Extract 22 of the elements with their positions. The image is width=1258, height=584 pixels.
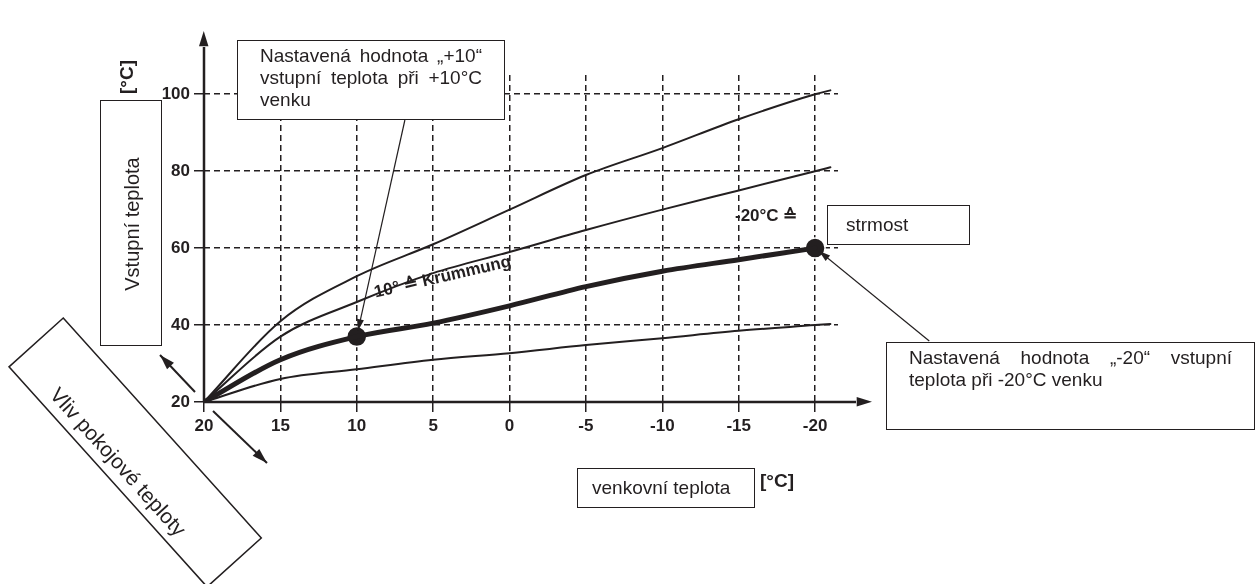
y-tick-label: 100 bbox=[161, 83, 190, 103]
x-tick-label: -15 bbox=[726, 415, 751, 435]
y-axis-title: Vstupní teplota bbox=[120, 157, 144, 291]
y-tick-label: 40 bbox=[171, 314, 190, 334]
x-tick-label: -5 bbox=[578, 415, 594, 435]
text: strmost bbox=[827, 205, 970, 245]
x-axis-title: venkovní teplota bbox=[577, 468, 755, 508]
x-tick-label: 0 bbox=[504, 415, 515, 435]
x-tick-label: 15 bbox=[270, 415, 290, 435]
y-tick-label: 20 bbox=[171, 391, 190, 411]
annotation: -20°C ≙ bbox=[735, 205, 798, 226]
x-tick-label: -20 bbox=[802, 415, 828, 435]
annotation: Nastavená hodnota „+10“ vstupní teplota při +10°C venku bbox=[237, 40, 505, 120]
x-tick-label: -10 bbox=[650, 415, 675, 435]
y-tick-label: 80 bbox=[171, 160, 190, 180]
x-tick-label: 20 bbox=[194, 415, 214, 435]
y-tick-label: 60 bbox=[171, 237, 190, 257]
text: [°C] bbox=[115, 60, 138, 94]
annotation: Nastavená hodnota „-20“ vstupní teplota při -20°C venku bbox=[886, 342, 1255, 430]
x-tick-label: 10 bbox=[347, 415, 367, 435]
x-tick-label: 5 bbox=[428, 415, 438, 435]
text: [°C] bbox=[760, 470, 794, 492]
